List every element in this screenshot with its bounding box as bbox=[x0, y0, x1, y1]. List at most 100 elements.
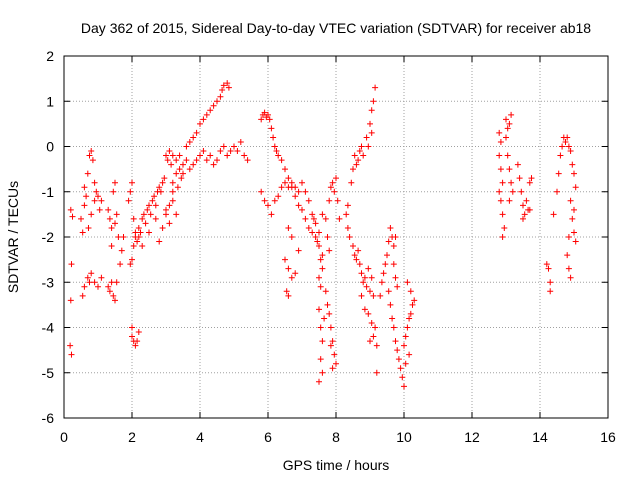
data-point bbox=[299, 179, 305, 186]
data-point bbox=[503, 116, 509, 123]
data-point bbox=[285, 292, 292, 299]
data-point bbox=[130, 215, 137, 222]
data-point bbox=[344, 202, 351, 209]
data-point bbox=[225, 84, 232, 91]
data-point bbox=[351, 152, 358, 159]
data-point bbox=[358, 270, 365, 277]
data-point bbox=[214, 157, 220, 164]
data-point bbox=[518, 188, 525, 195]
data-point bbox=[89, 157, 96, 164]
data-point bbox=[163, 152, 169, 159]
data-point bbox=[163, 206, 169, 213]
data-point bbox=[203, 111, 210, 118]
data-point bbox=[392, 338, 399, 345]
data-point bbox=[91, 279, 98, 286]
data-point bbox=[387, 301, 394, 308]
data-point bbox=[108, 279, 115, 286]
data-point bbox=[108, 224, 115, 231]
data-point bbox=[523, 197, 530, 204]
data-point bbox=[241, 152, 248, 159]
data-point bbox=[220, 143, 227, 150]
data-point bbox=[324, 301, 331, 308]
data-point bbox=[282, 179, 288, 186]
data-point bbox=[497, 138, 504, 145]
data-point bbox=[572, 238, 579, 245]
data-point bbox=[543, 261, 550, 268]
data-point bbox=[178, 175, 185, 182]
data-point bbox=[81, 184, 88, 191]
x-tick-label: 12 bbox=[464, 429, 480, 445]
data-point bbox=[571, 229, 577, 236]
data-point bbox=[207, 107, 214, 114]
data-point bbox=[368, 274, 375, 281]
data-point bbox=[278, 157, 285, 164]
x-tick-label: 14 bbox=[532, 429, 548, 445]
data-point bbox=[497, 166, 504, 173]
data-point bbox=[499, 211, 506, 218]
data-point bbox=[219, 86, 226, 93]
data-point bbox=[501, 224, 508, 231]
data-point bbox=[360, 152, 367, 159]
data-point bbox=[173, 157, 180, 164]
data-point bbox=[401, 342, 407, 349]
data-point bbox=[404, 279, 411, 286]
data-point bbox=[526, 206, 533, 213]
data-point bbox=[146, 202, 152, 209]
x-tick-label: 2 bbox=[128, 429, 136, 445]
data-point bbox=[319, 211, 326, 218]
data-point bbox=[316, 243, 322, 250]
data-point bbox=[217, 148, 224, 155]
data-point bbox=[564, 134, 571, 141]
data-point bbox=[285, 224, 292, 231]
data-point bbox=[569, 161, 576, 168]
data-point bbox=[265, 202, 271, 209]
data-point bbox=[285, 184, 292, 191]
data-point bbox=[130, 243, 137, 250]
data-point bbox=[411, 297, 418, 304]
data-point bbox=[390, 324, 397, 331]
data-point bbox=[363, 134, 370, 141]
data-point bbox=[69, 213, 76, 220]
data-point bbox=[496, 129, 503, 136]
data-point bbox=[173, 170, 180, 177]
data-point bbox=[98, 197, 105, 204]
data-point bbox=[108, 243, 115, 250]
data-point bbox=[310, 215, 317, 222]
data-point bbox=[316, 274, 322, 281]
data-point bbox=[316, 229, 322, 236]
data-point bbox=[93, 188, 100, 195]
data-point bbox=[567, 148, 574, 155]
data-point bbox=[176, 166, 183, 173]
data-point bbox=[331, 351, 338, 358]
data-point bbox=[562, 138, 569, 145]
data-point bbox=[496, 188, 503, 195]
data-point bbox=[200, 148, 207, 155]
data-point bbox=[217, 93, 224, 100]
data-point bbox=[346, 234, 353, 240]
data-point bbox=[67, 342, 74, 349]
data-point bbox=[526, 179, 533, 186]
data-point bbox=[278, 184, 285, 191]
data-point bbox=[84, 170, 91, 177]
data-point bbox=[176, 152, 183, 159]
data-point bbox=[353, 161, 360, 168]
y-tick-label: 0 bbox=[46, 139, 54, 155]
data-point bbox=[356, 261, 363, 268]
data-point bbox=[81, 202, 88, 209]
data-point bbox=[98, 274, 105, 281]
data-point bbox=[227, 148, 234, 155]
data-point bbox=[504, 152, 511, 159]
y-tick-label: -6 bbox=[42, 410, 55, 426]
data-point bbox=[370, 98, 377, 105]
data-point bbox=[506, 166, 513, 173]
data-point bbox=[361, 274, 368, 281]
x-tick-label: 10 bbox=[396, 429, 412, 445]
data-point bbox=[317, 256, 324, 263]
data-point bbox=[508, 179, 515, 186]
data-point bbox=[88, 148, 95, 155]
data-point bbox=[327, 184, 334, 191]
data-point bbox=[139, 243, 146, 250]
data-point bbox=[91, 197, 98, 204]
data-point bbox=[497, 197, 504, 204]
